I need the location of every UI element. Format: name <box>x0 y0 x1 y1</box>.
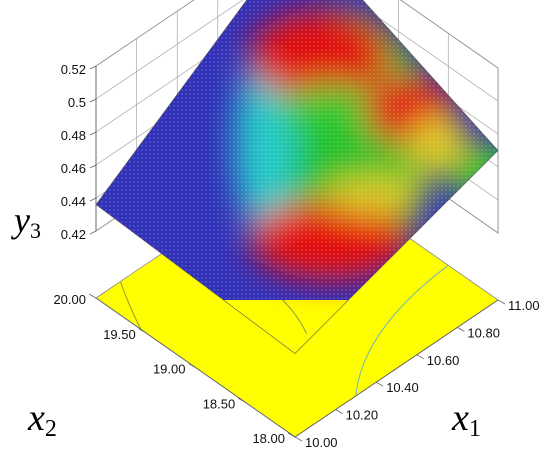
x2-tick-mark-2 <box>188 363 196 368</box>
x2-tick-2: 19.00 <box>153 362 186 377</box>
x1-tick-2: 10.40 <box>386 380 419 395</box>
z-tick-4: 0.5 <box>68 95 86 110</box>
x1-axis-label-main: x <box>451 397 469 439</box>
x1-tick-3: 10.60 <box>427 353 460 368</box>
z-tick-mark-3 <box>89 131 97 136</box>
x2-axis-label: x2 <box>27 397 57 442</box>
x1-tick-mark-0 <box>294 436 303 442</box>
x2-tick-3: 19.50 <box>103 327 136 342</box>
surface-outline <box>95 0 499 354</box>
z-axis-label: y3 <box>11 200 41 243</box>
x2-axis-label-sub: 2 <box>45 416 57 442</box>
z-axis-label-sub: 3 <box>30 218 41 243</box>
z-tick-mark-0 <box>89 230 97 235</box>
z-tick-mark-4 <box>89 98 97 103</box>
x2-tick-4: 20.00 <box>53 292 86 307</box>
z-tick-mark-2 <box>89 164 97 169</box>
x2-tick-mark-3 <box>138 328 146 334</box>
x1-tick-mark-1 <box>335 409 343 414</box>
z-tick-1: 0.44 <box>61 194 86 209</box>
x2-tick-mark-4 <box>88 293 97 299</box>
z-axis-label-main: y <box>11 200 30 240</box>
wall-grid-zb-5 <box>400 0 499 69</box>
x1-tick-mark-5 <box>497 299 506 305</box>
z-axis-ticks: 0.42 0.44 0.46 0.48 0.5 0.52 <box>61 62 97 242</box>
x2-tick-0: 18.00 <box>252 431 285 446</box>
z-tick-2: 0.46 <box>61 161 86 176</box>
x1-tick-mark-4 <box>457 327 465 332</box>
x1-tick-0: 10.00 <box>305 435 338 450</box>
wall-grid-z-4 <box>95 0 244 100</box>
floor-contour-3 <box>355 264 449 396</box>
x1-tick-mark-3 <box>416 354 424 360</box>
x2-tick-mark-1 <box>238 397 246 403</box>
x1-tick-1: 10.20 <box>346 408 379 423</box>
x1-tick-4: 10.80 <box>467 325 500 340</box>
x2-tick-mark-0 <box>287 432 296 438</box>
x1-axis-label: x1 <box>451 397 481 442</box>
x1-tick-mark-2 <box>376 381 384 387</box>
z-tick-3: 0.48 <box>61 128 86 143</box>
floor-contour-1 <box>119 281 142 330</box>
x2-axis-ticks: 18.00 18.50 19.00 19.50 20.00 <box>53 292 296 446</box>
x1-axis-line <box>294 299 499 438</box>
wall-grid-z-5 <box>95 0 195 67</box>
surface-mesh-texture <box>96 0 498 300</box>
x1-axis-ticks: 10.00 10.20 10.40 10.60 10.80 11.00 <box>294 298 540 450</box>
x1-axis-label-sub: 1 <box>469 416 481 442</box>
z-tick-0: 0.42 <box>61 227 86 242</box>
x2-tick-1: 18.50 <box>203 396 236 411</box>
z-tick-mark-5 <box>89 65 97 70</box>
z-tick-5: 0.52 <box>61 62 86 77</box>
x1-tick-5: 11.00 <box>508 298 540 313</box>
z-tick-mark-1 <box>89 197 97 202</box>
x2-axis-label-main: x <box>27 397 45 439</box>
